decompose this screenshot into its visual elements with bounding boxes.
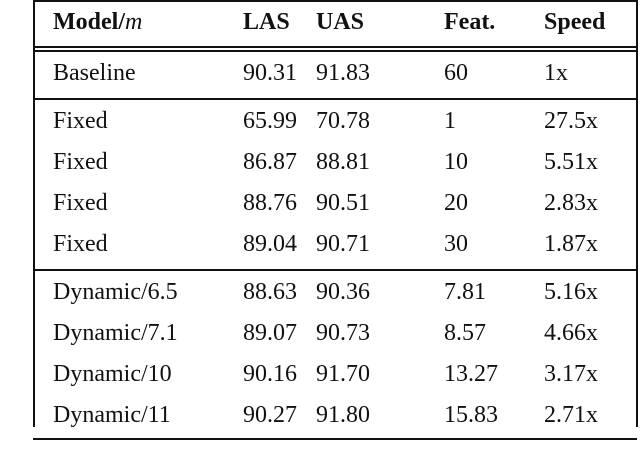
cell: 13.27 bbox=[444, 361, 498, 387]
border bbox=[33, 0, 35, 427]
cell: 90.16 bbox=[243, 361, 297, 387]
cell: 3.17x bbox=[544, 361, 598, 387]
cell: 70.78 bbox=[316, 108, 370, 134]
cell: 90.31 bbox=[243, 60, 297, 86]
rule bbox=[33, 269, 637, 271]
cell: 10 bbox=[444, 149, 468, 175]
cell: 1x bbox=[544, 60, 568, 86]
cell: 4.66x bbox=[544, 320, 598, 346]
header-var: m bbox=[125, 9, 143, 35]
cell: 90.73 bbox=[316, 320, 370, 346]
cell: 88.76 bbox=[243, 190, 297, 216]
cell: Fixed bbox=[53, 108, 108, 134]
header-cell: LAS bbox=[243, 9, 290, 35]
cell: Fixed bbox=[53, 190, 108, 216]
rule bbox=[33, 98, 637, 100]
cell: Dynamic/6.5 bbox=[53, 279, 178, 305]
cell: 86.87 bbox=[243, 149, 297, 175]
cell: 91.80 bbox=[316, 402, 370, 428]
cell: 15.83 bbox=[444, 402, 498, 428]
cell: Dynamic/7.1 bbox=[53, 320, 178, 346]
cell: Dynamic/10 bbox=[53, 361, 172, 387]
border bbox=[636, 0, 638, 427]
cell: 8.57 bbox=[444, 320, 486, 346]
cell: Fixed bbox=[53, 149, 108, 175]
cell: 89.07 bbox=[243, 320, 297, 346]
cell: 65.99 bbox=[243, 108, 297, 134]
cell: 90.71 bbox=[316, 231, 370, 257]
cell: Fixed bbox=[53, 231, 108, 257]
header-cell: Feat. bbox=[444, 9, 496, 35]
cell: 90.36 bbox=[316, 279, 370, 305]
header-cell: Speed bbox=[544, 9, 606, 35]
cell: 7.81 bbox=[444, 279, 486, 305]
cell: 90.27 bbox=[243, 402, 297, 428]
cell: 88.63 bbox=[243, 279, 297, 305]
cell: 91.83 bbox=[316, 60, 370, 86]
cell: 60 bbox=[444, 60, 468, 86]
cell: 27.5x bbox=[544, 108, 598, 134]
cell: 5.16x bbox=[544, 279, 598, 305]
cell: 91.70 bbox=[316, 361, 370, 387]
cell: 90.51 bbox=[316, 190, 370, 216]
cell: 89.04 bbox=[243, 231, 297, 257]
cell: 20 bbox=[444, 190, 468, 216]
cell: 2.71x bbox=[544, 402, 598, 428]
header-text: Model/ bbox=[53, 9, 125, 35]
rule bbox=[33, 50, 637, 52]
cell: 30 bbox=[444, 231, 468, 257]
cell: 88.81 bbox=[316, 149, 370, 175]
cell: 2.83x bbox=[544, 190, 598, 216]
rule bbox=[33, 0, 637, 2]
cell: 5.51x bbox=[544, 149, 598, 175]
cell: Baseline bbox=[53, 60, 136, 86]
header-cell: Model/m bbox=[53, 8, 142, 36]
cell: Dynamic/11 bbox=[53, 402, 171, 428]
cell: 1 bbox=[444, 108, 456, 134]
rule bbox=[33, 46, 637, 48]
rule bbox=[33, 438, 637, 440]
cell: 1.87x bbox=[544, 231, 598, 257]
header-cell: UAS bbox=[316, 9, 365, 35]
